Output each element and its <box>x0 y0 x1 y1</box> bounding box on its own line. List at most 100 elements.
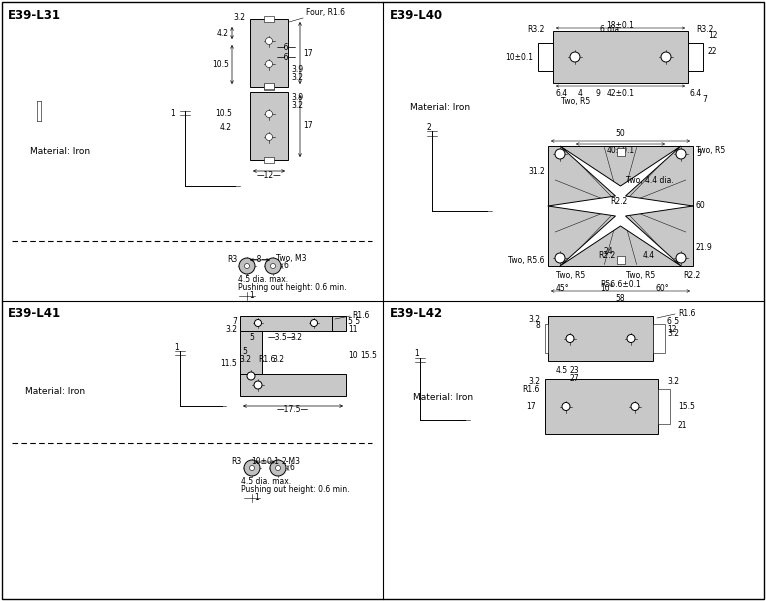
Text: 10.5: 10.5 <box>212 60 229 69</box>
Text: Two, 4.4 dia.: Two, 4.4 dia. <box>626 177 673 186</box>
Bar <box>617 256 624 264</box>
Text: R3: R3 <box>228 254 238 263</box>
Text: R1.6: R1.6 <box>352 311 369 320</box>
Circle shape <box>244 460 260 476</box>
Text: 3.2: 3.2 <box>239 355 251 364</box>
Circle shape <box>247 372 255 380</box>
Polygon shape <box>548 146 693 266</box>
Bar <box>264 157 274 163</box>
Circle shape <box>676 253 686 263</box>
Text: 5: 5 <box>696 150 701 159</box>
Bar <box>240 316 332 331</box>
Circle shape <box>250 466 254 471</box>
Text: 22: 22 <box>708 47 718 56</box>
Text: 3.9: 3.9 <box>291 93 303 102</box>
Text: 1: 1 <box>170 109 175 118</box>
Text: —8—: —8— <box>250 255 270 264</box>
Text: 4: 4 <box>578 89 583 98</box>
Text: 3.2: 3.2 <box>528 314 540 323</box>
Text: 6 dia.: 6 dia. <box>600 25 621 34</box>
Text: 10.5: 10.5 <box>215 109 232 118</box>
Bar <box>553 31 688 83</box>
Text: Two, R5: Two, R5 <box>696 146 725 155</box>
Text: 1: 1 <box>414 349 419 358</box>
Text: —6—: —6— <box>277 43 297 52</box>
Text: 10±0.1: 10±0.1 <box>505 52 533 61</box>
Text: 5: 5 <box>250 334 254 343</box>
Text: —3.5—: —3.5— <box>268 334 296 343</box>
Text: 17: 17 <box>303 121 313 130</box>
Bar <box>548 146 693 266</box>
Bar <box>653 324 665 353</box>
Text: Material: Iron: Material: Iron <box>30 147 90 156</box>
Text: 4.2: 4.2 <box>220 123 232 132</box>
Text: 17: 17 <box>303 49 313 58</box>
Text: 2-M3: 2-M3 <box>282 457 301 466</box>
Text: 4.5: 4.5 <box>556 366 568 375</box>
Text: 23: 23 <box>570 366 580 375</box>
Bar <box>264 84 274 90</box>
Bar <box>250 92 288 160</box>
Text: 3.2: 3.2 <box>667 376 679 385</box>
Text: —12—: —12— <box>257 171 281 180</box>
Text: 3.2: 3.2 <box>272 355 284 364</box>
Circle shape <box>676 149 686 159</box>
Text: 3.9: 3.9 <box>291 64 303 73</box>
Circle shape <box>270 460 286 476</box>
Text: 8: 8 <box>535 322 540 331</box>
Text: 3.2: 3.2 <box>290 334 302 343</box>
Text: 12: 12 <box>667 325 676 334</box>
Text: 12: 12 <box>708 31 718 40</box>
Text: 45°: 45° <box>556 284 570 293</box>
Text: 15.5: 15.5 <box>678 402 695 411</box>
Text: 17: 17 <box>526 402 536 411</box>
Circle shape <box>555 149 565 159</box>
Text: 9: 9 <box>595 89 600 98</box>
Text: 10±0.1: 10±0.1 <box>251 457 279 466</box>
Circle shape <box>566 335 574 343</box>
Bar <box>240 374 346 396</box>
Text: Two, R5.6: Two, R5.6 <box>509 257 545 266</box>
Text: Two, R5: Two, R5 <box>561 97 591 106</box>
Circle shape <box>276 466 280 471</box>
Circle shape <box>266 37 273 44</box>
Circle shape <box>270 263 276 269</box>
Text: 3.2: 3.2 <box>233 13 245 22</box>
Text: 11: 11 <box>348 325 358 334</box>
Circle shape <box>266 111 273 118</box>
Text: 31.2: 31.2 <box>529 166 545 175</box>
Text: 24: 24 <box>604 246 614 255</box>
Text: Two, M3: Two, M3 <box>276 254 306 263</box>
Circle shape <box>555 253 565 263</box>
Text: 4.4: 4.4 <box>643 251 655 260</box>
Bar <box>250 19 288 87</box>
Text: 21.9: 21.9 <box>696 243 712 252</box>
Bar <box>688 43 703 71</box>
Text: Four, R1.6: Four, R1.6 <box>306 8 345 17</box>
Text: E39-L41: E39-L41 <box>8 307 61 320</box>
Bar <box>617 148 624 156</box>
Text: Material: Iron: Material: Iron <box>413 393 473 402</box>
Polygon shape <box>418 336 486 388</box>
Text: 15.5: 15.5 <box>360 350 377 359</box>
Text: 6: 6 <box>290 463 295 472</box>
Text: 50: 50 <box>616 129 625 138</box>
Text: 6: 6 <box>284 261 289 270</box>
Circle shape <box>562 403 570 410</box>
Text: —6—: —6— <box>277 52 297 61</box>
Text: E39-L31: E39-L31 <box>8 9 61 22</box>
Text: 2: 2 <box>427 123 431 132</box>
Bar <box>264 83 274 89</box>
Text: R1.6: R1.6 <box>258 355 275 364</box>
Text: 60°: 60° <box>656 284 669 293</box>
Text: 1: 1 <box>175 343 179 352</box>
Circle shape <box>631 403 639 410</box>
Text: Pushing out height: 0.6 min.: Pushing out height: 0.6 min. <box>238 284 346 293</box>
Text: 18±0.1: 18±0.1 <box>607 22 634 31</box>
Text: 6.4: 6.4 <box>690 89 702 98</box>
Circle shape <box>661 52 671 62</box>
Text: —17.5—: —17.5— <box>277 406 309 415</box>
Text: R1.6: R1.6 <box>678 308 696 317</box>
Bar <box>658 389 670 424</box>
Circle shape <box>266 61 273 67</box>
